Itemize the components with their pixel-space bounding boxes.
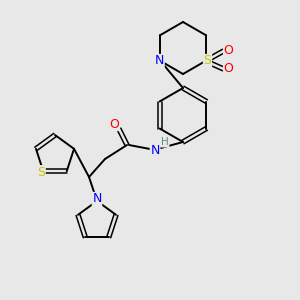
Text: H: H: [161, 137, 169, 147]
Text: S: S: [203, 55, 211, 68]
Text: S: S: [37, 166, 45, 179]
Text: O: O: [109, 118, 119, 130]
Text: O: O: [224, 44, 233, 58]
Text: N: N: [155, 55, 164, 68]
Text: N: N: [92, 193, 102, 206]
Text: N: N: [150, 143, 160, 157]
Text: O: O: [224, 62, 233, 76]
